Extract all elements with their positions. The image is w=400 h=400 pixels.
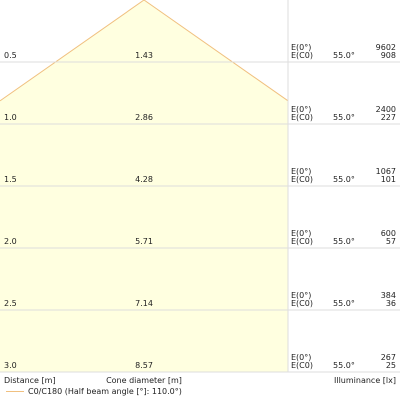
ec0-value: 25 xyxy=(386,361,396,370)
distance-label: 2.5 xyxy=(4,299,17,308)
cone-diameter-label: 5.71 xyxy=(135,237,153,246)
e0-label: E(0°) xyxy=(291,291,311,300)
ec0-value: 908 xyxy=(381,51,396,60)
ec0-label: E(C0) xyxy=(291,361,313,370)
x-label-distance: Distance [m] xyxy=(4,376,56,385)
ec0-value: 57 xyxy=(386,237,396,246)
distance-label: 0.5 xyxy=(4,51,17,60)
ec0-value: 101 xyxy=(381,175,396,184)
ec0-label: E(C0) xyxy=(291,51,313,60)
e0-value: 384 xyxy=(381,291,396,300)
distance-label: 1.5 xyxy=(4,175,17,184)
legend-line-swatch xyxy=(6,390,24,392)
distance-label: 3.0 xyxy=(4,361,17,370)
e0-label: E(0°) xyxy=(291,43,311,52)
e0-label: E(0°) xyxy=(291,167,311,176)
ec0-label: E(C0) xyxy=(291,237,313,246)
e0-value: 267 xyxy=(381,353,396,362)
e0-value: 2400 xyxy=(376,105,396,114)
e0-value: 9602 xyxy=(376,43,396,52)
x-label-illuminance: Illuminance [lx] xyxy=(334,376,396,385)
cone-diameter-label: 1.43 xyxy=(135,51,153,60)
angle-label: 55.0° xyxy=(333,299,355,308)
cone-diameter-label: 8.57 xyxy=(135,361,153,370)
ec0-label: E(C0) xyxy=(291,299,313,308)
distance-label: 2.0 xyxy=(4,237,17,246)
distance-label: 1.0 xyxy=(4,113,17,122)
e0-label: E(0°) xyxy=(291,353,311,362)
cone-diameter-label: 4.28 xyxy=(135,175,153,184)
angle-label: 55.0° xyxy=(333,237,355,246)
angle-label: 55.0° xyxy=(333,113,355,122)
ec0-value: 227 xyxy=(381,113,396,122)
ec0-value: 36 xyxy=(386,299,396,308)
legend: C0/C180 (Half beam angle [°]: 110.0°) xyxy=(6,384,182,398)
angle-label: 55.0° xyxy=(333,175,355,184)
legend-label: C0/C180 (Half beam angle [°]: 110.0°) xyxy=(28,386,182,396)
ec0-label: E(C0) xyxy=(291,113,313,122)
ec0-label: E(C0) xyxy=(291,175,313,184)
e0-label: E(0°) xyxy=(291,229,311,238)
cone-outline xyxy=(0,0,289,102)
cone-diameter-label: 7.14 xyxy=(135,299,153,308)
angle-label: 55.0° xyxy=(333,51,355,60)
x-label-cone-diameter: Cone diameter [m] xyxy=(106,376,182,385)
angle-label: 55.0° xyxy=(333,361,355,370)
e0-value: 1067 xyxy=(376,167,396,176)
cone-diameter-label: 2.86 xyxy=(135,113,153,122)
e0-label: E(0°) xyxy=(291,105,311,114)
e0-value: 600 xyxy=(381,229,396,238)
